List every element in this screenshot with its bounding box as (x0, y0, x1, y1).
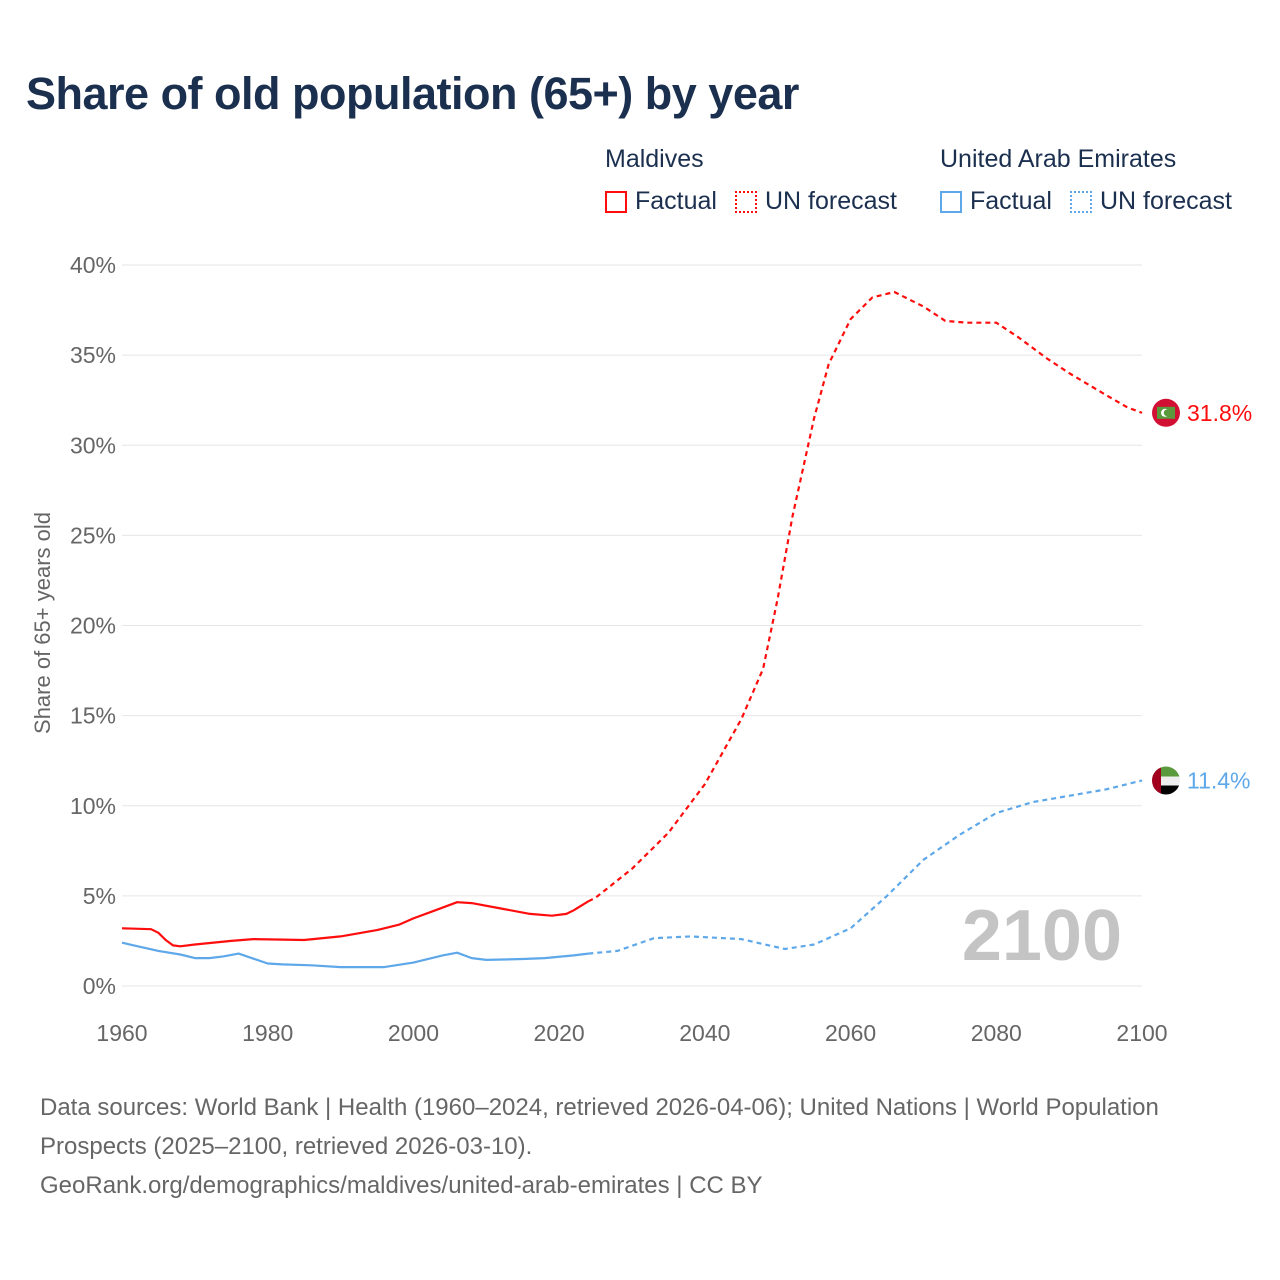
flag-stripes (1152, 766, 1180, 795)
data-sources: Data sources: World Bank | Health (1960–… (40, 1094, 1159, 1160)
series-line-maldives-factual (121, 900, 589, 948)
y-axis-label: Share of 65+ years old (30, 512, 55, 734)
stripe-black (1152, 785, 1180, 795)
series-line-uae-factual (121, 941, 589, 969)
series-line-maldives-forecast (587, 290, 1143, 903)
flag-uae-icon (1152, 766, 1180, 795)
flag-maldives-icon (1152, 398, 1180, 427)
y-tick-label: 0% (83, 973, 116, 999)
y-tick-label: 40% (70, 252, 116, 278)
footer: Data sources: World Bank | Health (1960–… (40, 1088, 1240, 1205)
x-tick-label: 1960 (96, 1020, 147, 1046)
legend-label: Factual (970, 187, 1052, 215)
series-line-uae-forecast (588, 779, 1143, 955)
chart-area: 0% 5% 10% 15% 20% 25% 30% 35% 40% 1960 1980 2000 202… (30, 252, 1252, 1046)
legend-label: UN forecast (1099, 187, 1232, 215)
stripe-red (1152, 766, 1161, 795)
year-watermark: 2100 (961, 896, 1122, 976)
y-tick-label: 10% (70, 793, 116, 819)
end-value-label: 31.8% (1187, 400, 1252, 426)
legend-item-uae-factual[interactable]: Factual (940, 187, 1052, 216)
stripe-white (1152, 776, 1180, 786)
source-link[interactable]: GeoRank.org/demographics/maldives/united… (40, 1172, 763, 1199)
legend-uae: United Arab Emirates Factual UN forecast (940, 145, 1250, 216)
y-tick-label: 15% (70, 703, 116, 729)
end-value-label: 11.4% (1187, 768, 1251, 794)
legend-item-maldives-forecast[interactable]: UN forecast (734, 187, 897, 216)
y-tick-label: 20% (70, 613, 116, 639)
x-tick-label: 2100 (1116, 1020, 1167, 1046)
y-tick-label: 30% (70, 432, 116, 458)
x-tick-label: 2000 (388, 1020, 439, 1046)
y-tick-label: 35% (70, 342, 116, 368)
y-tick-label: 5% (83, 883, 116, 909)
legend-label: UN forecast (764, 187, 897, 215)
x-tick-label: 2040 (679, 1020, 730, 1046)
y-tick-label: 25% (70, 522, 116, 548)
legend-item-maldives-factual[interactable]: Factual (605, 187, 717, 216)
legend-item-uae-forecast[interactable]: UN forecast (1069, 187, 1232, 216)
x-tick-label: 2080 (971, 1020, 1022, 1046)
flag-crescent-cut (1163, 409, 1171, 417)
legend-group-title: Maldives (605, 145, 704, 173)
chart-title: Share of old population (65+) by year (26, 68, 799, 119)
x-tick-label: 2060 (825, 1020, 876, 1046)
x-tick-label: 1980 (242, 1020, 293, 1046)
legend-group-title: United Arab Emirates (940, 145, 1177, 173)
legend-swatch-dotted (734, 190, 757, 213)
legend-swatch-dotted (1069, 190, 1092, 213)
stripe-green (1152, 766, 1180, 777)
legend-label: Factual (635, 187, 717, 215)
legend-swatch-solid (940, 190, 962, 213)
legend-swatch-solid (605, 190, 627, 213)
legend-maldives: Maldives Factual UN forecast (605, 145, 915, 216)
x-tick-label: 2020 (534, 1020, 585, 1046)
